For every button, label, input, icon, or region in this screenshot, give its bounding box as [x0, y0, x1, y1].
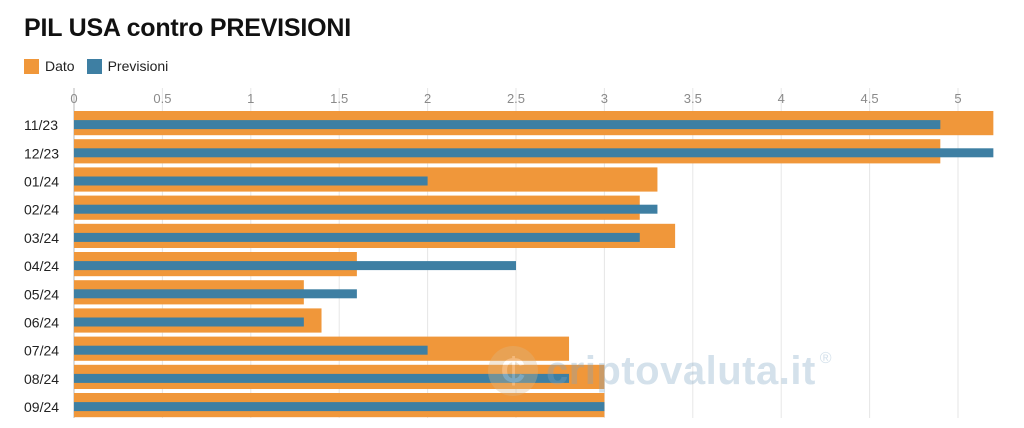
category-label: 09/24 [24, 399, 59, 415]
category-label: 04/24 [24, 258, 59, 274]
x-tick-label: 5 [954, 91, 961, 106]
category-label: 03/24 [24, 230, 59, 246]
bar-previsioni [74, 261, 516, 271]
x-tick-label: 2 [424, 91, 431, 106]
bar-previsioni [74, 148, 994, 158]
category-label: 06/24 [24, 315, 59, 331]
legend-label-previsioni: Previsioni [107, 58, 169, 74]
bar-previsioni [74, 232, 640, 242]
bar-previsioni [74, 345, 428, 355]
legend-item-previsioni: Previsioni [86, 58, 169, 74]
bar-previsioni [74, 120, 941, 130]
legend-item-dato: Dato [24, 58, 75, 74]
x-tick-label: 0 [70, 91, 77, 106]
x-tick-label: 2.5 [507, 91, 525, 106]
legend-swatch-dato [24, 58, 39, 74]
category-label: 07/24 [24, 343, 59, 359]
bar-previsioni [74, 317, 304, 327]
category-label: 01/24 [24, 174, 59, 190]
category-label: 12/23 [24, 145, 59, 161]
x-tick-label: 4.5 [861, 91, 879, 106]
x-tick-label: 1 [247, 91, 254, 106]
category-label: 11/23 [24, 117, 58, 133]
x-tick-label: 3.5 [684, 91, 702, 106]
chart-title: PIL USA contro PREVISIONI [24, 14, 351, 42]
legend-swatch-previsioni [86, 58, 102, 74]
x-tick-label: 4 [778, 91, 785, 106]
legend: Dato Previsioni [24, 58, 180, 74]
x-tick-label: 0.5 [153, 91, 171, 106]
x-tick-label: 3 [601, 91, 608, 106]
bar-previsioni [74, 204, 658, 214]
category-label: 08/24 [24, 371, 59, 387]
x-tick-label: 1.5 [330, 91, 348, 106]
category-label: 02/24 [24, 202, 59, 218]
legend-label-dato: Dato [45, 58, 75, 74]
bar-previsioni [74, 176, 428, 186]
category-label: 05/24 [24, 286, 59, 302]
bar-previsioni [74, 373, 570, 383]
bar-previsioni [74, 289, 357, 299]
bar-previsioni [74, 402, 605, 412]
